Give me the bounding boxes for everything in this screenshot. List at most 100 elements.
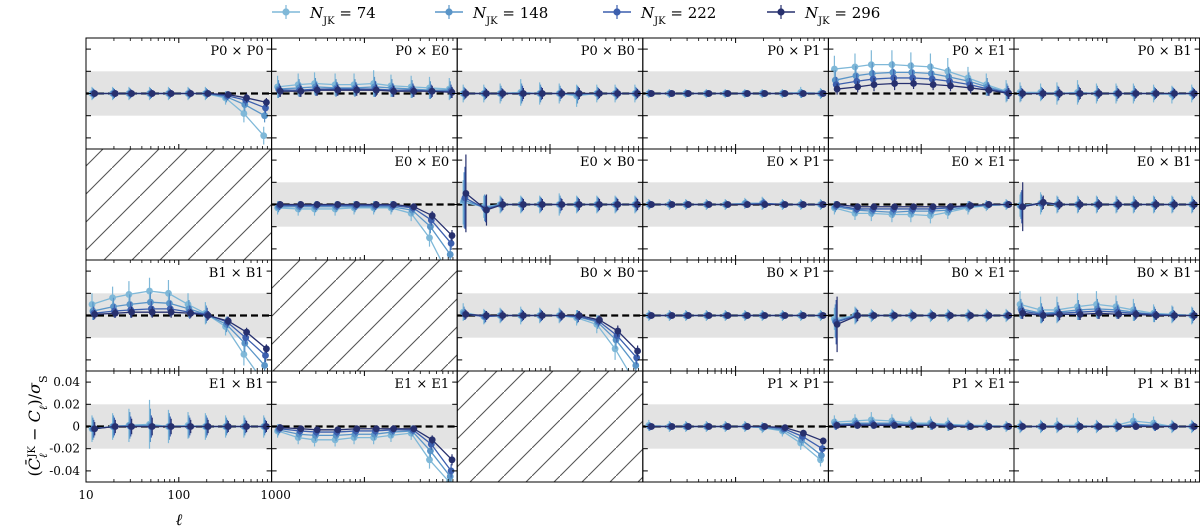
data-point [426,223,434,231]
panel-title: P0 × P0 [210,44,263,59]
data-point [819,312,827,319]
panel-E1-x-E1: E1 × E1 [271,370,458,483]
panel-title: E1 × B1 [209,377,264,392]
data-point [575,90,583,97]
data-point [520,90,527,97]
data-point [1076,201,1084,208]
panel-title: P0 × P1 [767,44,820,59]
series-N296 [833,201,1013,211]
data-point [372,425,380,433]
data-point [297,201,305,208]
data-point [614,201,622,208]
panel-P0-x-B0: P0 × B0 [456,37,644,150]
panel-B0-x-B0: B0 × B0 [456,259,644,372]
series-N296 [833,296,1013,353]
panel-P0-x-E1: P0 × E1 [827,37,1015,150]
y-axis-label-part: C [25,410,44,422]
panel-plot-area [1014,182,1200,232]
series-N296 [91,417,270,436]
data-point [614,327,622,335]
data-point [558,312,566,319]
panel-plot-area [457,154,643,233]
series-line [92,301,266,366]
data-point [870,81,878,89]
panel-E1-x-B1: E1 × B1 [85,370,273,483]
data-point [910,203,917,211]
data-point [167,423,175,430]
data-point [372,86,380,94]
panel-plot-area [86,71,272,145]
data-point [724,423,732,430]
data-point [888,61,896,69]
data-point [1132,423,1140,430]
data-point [1132,310,1140,318]
data-point [614,90,622,97]
data-point [146,287,153,295]
data-point [744,201,751,208]
series-line [91,290,257,371]
legend-label-sub: JK [817,16,830,27]
data-point [276,424,284,432]
data-point [818,445,826,453]
y-tick-label: 0.04 [53,375,80,389]
data-point [187,309,195,317]
panel-ticks [271,371,458,482]
empty-panel [456,370,644,483]
panel-plot-area [457,293,643,371]
data-point [985,86,993,94]
data-point [446,473,454,480]
panel-title: P0 × B1 [1138,44,1192,59]
data-point [204,90,212,97]
y-axis-label-part: ℓ [37,405,50,410]
data-point [705,312,713,319]
data-point [148,423,156,430]
series-line [465,313,639,352]
data-point [705,423,713,430]
y-axis-label-part: JK [27,445,38,458]
data-point [313,86,321,94]
data-point [633,354,641,362]
data-point [1095,309,1103,317]
data-point [947,312,954,319]
data-point [634,201,642,208]
data-point [167,90,175,97]
data-point [204,423,212,430]
data-point [353,201,361,208]
data-point [390,425,398,433]
data-point [668,312,676,319]
series-line [837,82,1009,95]
data-point [967,202,975,210]
data-point [854,203,862,211]
data-point [483,312,490,319]
legend-item-N74: NJK = 74 [272,4,376,27]
legend-marker [445,8,453,16]
data-point [819,201,827,208]
panel-ticks [86,371,272,482]
series-line [279,204,452,244]
legend-item-N222: NJK = 222 [603,4,716,27]
panel-plot-area [1014,404,1200,449]
legend-label-value: = 74 [335,4,376,22]
data-point [1115,201,1123,208]
data-point [648,201,655,208]
data-point [907,62,915,70]
data-point [1019,90,1027,97]
data-point [262,104,269,112]
data-point [685,90,692,97]
panel-E0-x-E0: E0 × E0 [271,148,458,261]
panel-grid: P0 × P0 P0 × E0 P0 × B0 P0 × P1 P0 × E1 P0 × … [49,37,1200,502]
data-point [1005,90,1013,97]
data-point [1191,90,1198,97]
empty-panel [85,148,273,261]
panel-B0-x-E1: B0 × E1 [827,259,1015,372]
data-point [1039,90,1047,97]
data-point [224,423,232,430]
data-point [462,310,470,318]
data-point [520,312,527,319]
data-point [1171,423,1178,430]
data-point [410,203,418,211]
series-N296 [1019,307,1198,322]
data-point [830,65,838,73]
series-line [1022,201,1195,208]
